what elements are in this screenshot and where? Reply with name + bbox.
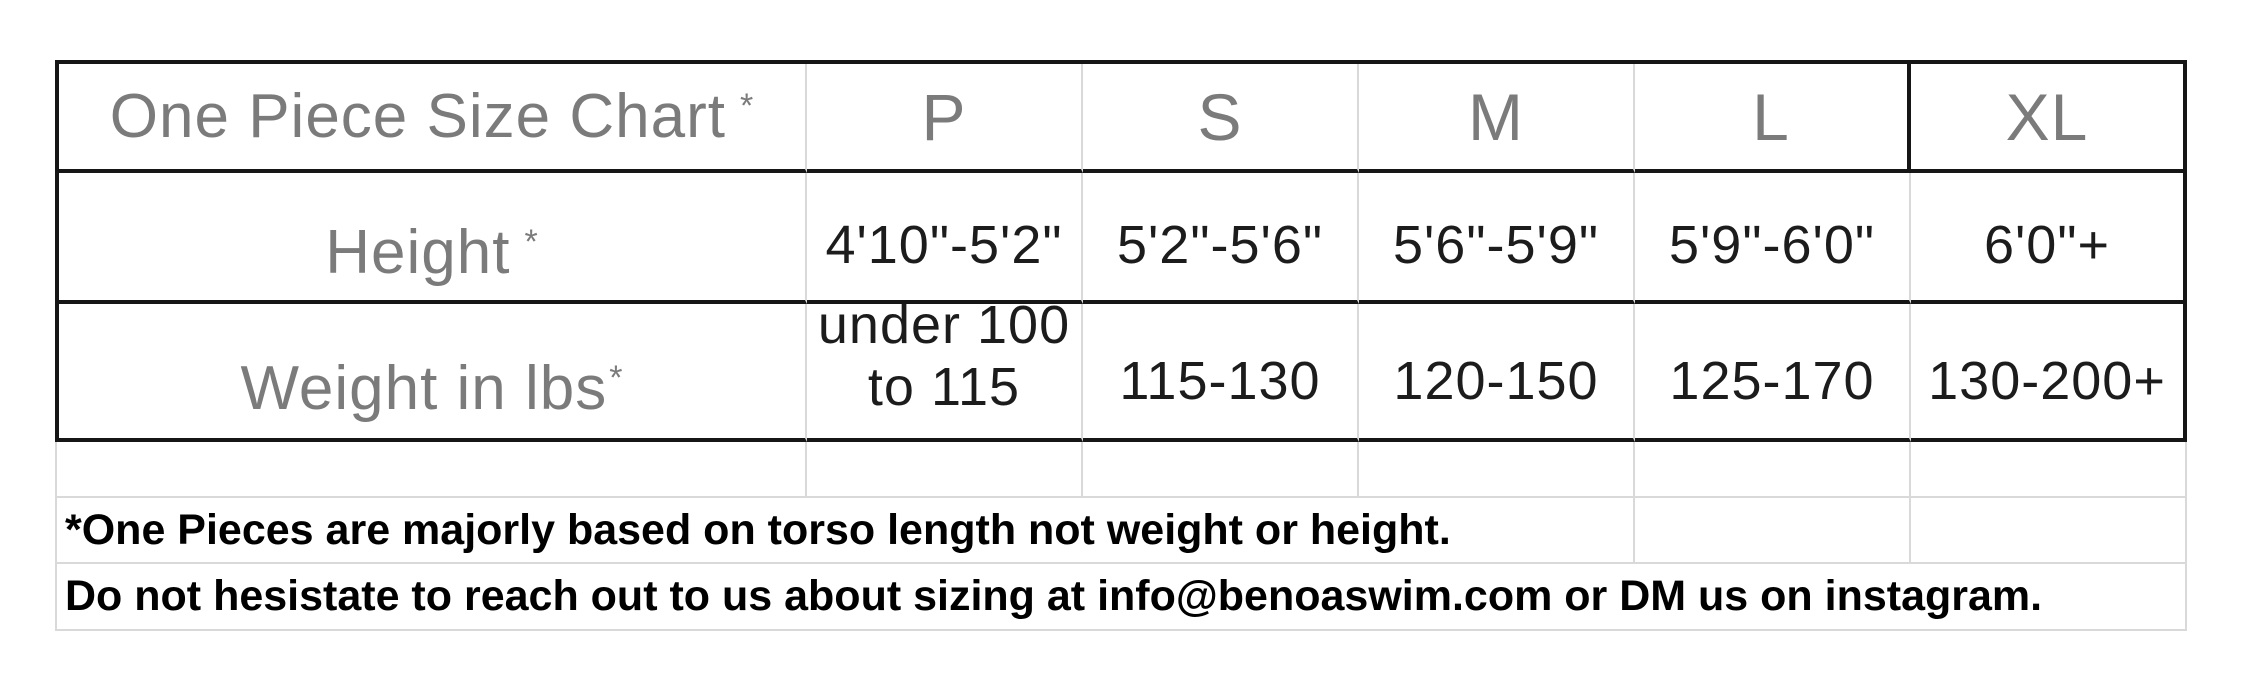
weight-value-p: under 100 to 115 — [807, 304, 1083, 442]
weight-label-cell: Weight in lbs* — [55, 304, 807, 442]
header-cell-p: P — [807, 64, 1083, 173]
height-value-m: 5'6"-5'9" — [1359, 173, 1635, 304]
height-value-p: 4'10"-5'2" — [807, 173, 1083, 304]
spacer-cell-l — [1635, 442, 1911, 498]
weight-value-m: 120-150 — [1359, 304, 1635, 442]
height-value-l: 5'9"-6'0" — [1635, 173, 1911, 304]
header-cell-title: One Piece Size Chart * — [55, 64, 807, 173]
note1-spacer-l — [1635, 498, 1911, 564]
size-chart-table: One Piece Size Chart * P S M L XL Height *… — [55, 60, 2187, 631]
height-label-text: Height — [325, 218, 511, 287]
spacer-cell-m — [1359, 442, 1635, 498]
weight-p-line2: to 115 — [867, 357, 1021, 417]
weight-value-p-lines: under 100 to 115 — [818, 304, 1070, 438]
note1-spacer-xl — [1911, 498, 2187, 564]
height-asterisk: * — [524, 223, 539, 261]
weight-asterisk: * — [609, 359, 624, 397]
note-torso-length: *One Pieces are majorly based on torso l… — [55, 498, 1635, 564]
spacer-cell-xl — [1911, 442, 2187, 498]
note-contact-sizing: Do not hesistate to reach out to us abou… — [55, 564, 2187, 631]
header-cell-m: M — [1359, 64, 1635, 173]
spacer-cell-p — [807, 442, 1083, 498]
height-label-cell: Height * — [55, 173, 807, 304]
height-value-xl: 6'0"+ — [1911, 173, 2187, 304]
header-cell-xl: XL — [1911, 64, 2187, 173]
header-cell-l: L — [1635, 64, 1911, 173]
title-asterisk: * — [739, 87, 755, 125]
height-value-s: 5'2"-5'6" — [1083, 173, 1359, 304]
weight-value-xl: 130-200+ — [1911, 304, 2187, 442]
weight-value-s: 115-130 — [1083, 304, 1359, 442]
weight-label-text: Weight in lbs — [240, 354, 608, 423]
weight-value-l: 125-170 — [1635, 304, 1911, 442]
title-text: One Piece Size Chart — [109, 82, 726, 151]
size-chart-title: One Piece Size Chart * — [110, 81, 754, 152]
spacer-cell-s — [1083, 442, 1359, 498]
header-cell-s: S — [1083, 64, 1359, 173]
spacer-cell-label — [55, 442, 807, 498]
weight-label: Weight in lbs* — [240, 353, 623, 424]
size-chart-grid: One Piece Size Chart * P S M L XL Height *… — [55, 60, 2187, 631]
height-label: Height * — [325, 217, 538, 288]
weight-p-line1: under 100 — [817, 304, 1071, 355]
